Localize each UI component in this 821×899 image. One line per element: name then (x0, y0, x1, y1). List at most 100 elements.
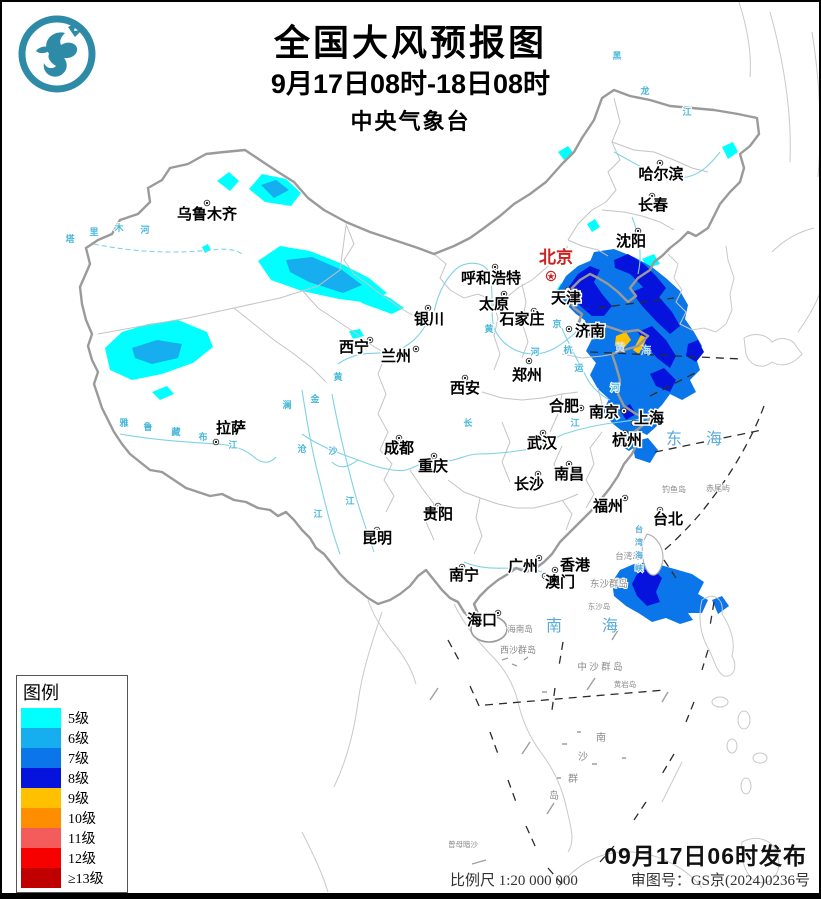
sakhalin-coast (738, 2, 819, 178)
city-marker-dot (496, 611, 500, 615)
capital-marker (545, 270, 557, 282)
island-label: 台湾岛 (615, 551, 641, 561)
city-marker-dot (463, 376, 467, 380)
legend-label: 7级 (68, 752, 89, 767)
river-label: 黑 (612, 51, 621, 61)
river-label: 江 (313, 508, 322, 519)
city-marker-dot (397, 436, 401, 440)
tarim-river (93, 243, 243, 255)
river-label: 布 (197, 431, 207, 442)
river-label: 运 (574, 363, 584, 373)
wind-area-8级 (632, 286, 680, 334)
city-label: 杭州 (612, 431, 642, 449)
ph-island (752, 752, 768, 764)
legend-label: ≥13级 (68, 872, 104, 887)
legend-item: 8级 (21, 768, 123, 788)
city-marker-dot (426, 306, 430, 310)
city-label: 西安 (450, 379, 480, 397)
island-label: 中 沙 群 岛 (577, 661, 622, 673)
northeast-rivers (613, 151, 721, 275)
ph-island (711, 696, 729, 708)
city-label: 昆明 (362, 530, 392, 547)
island-label: 海南岛 (507, 624, 533, 634)
legend-item: ≥13级 (21, 868, 123, 888)
city-marker-dot (414, 347, 418, 351)
city-label: 长沙 (514, 475, 544, 493)
city-marker-dot (532, 309, 536, 313)
legend-item: 6级 (21, 728, 123, 748)
city-marker-dot (636, 229, 640, 233)
city-label: 哈尔滨 (638, 165, 683, 183)
city-label: 海口 (467, 611, 497, 629)
city-label: 天津 (551, 289, 581, 307)
city-marker-dot (436, 504, 440, 508)
city-marker-dot (623, 431, 627, 435)
river-label: 金 (309, 393, 320, 404)
legend-label: 5级 (68, 712, 89, 727)
cma-logo (18, 15, 96, 93)
city-label: 呼和浩特 (461, 269, 521, 287)
wind-areas-layer (105, 142, 738, 624)
city-label: 济南 (575, 322, 605, 340)
city-marker-dot (566, 288, 570, 292)
kyushu-coast (743, 334, 803, 367)
city-marker-dot (567, 462, 571, 466)
river-label: 黄 (333, 371, 342, 382)
city-label: 郑州 (512, 366, 542, 384)
city-marker-dot (502, 292, 506, 296)
city-label: 澳门 (545, 573, 575, 591)
borneo-coast (557, 851, 703, 889)
river-label: 河 (610, 382, 619, 393)
legend-color-swatch (21, 768, 61, 788)
legend-color-swatch (21, 728, 61, 748)
wind-area-6级 (132, 340, 182, 364)
island-label: 东沙岛 (588, 601, 611, 611)
strait-label: 台 (635, 524, 643, 534)
wind-area-9级 (615, 332, 631, 348)
river-label: 雅 (118, 417, 128, 428)
river-label: 黄 (484, 323, 493, 334)
city-label: 南昌 (554, 465, 584, 483)
river-label: 京 (552, 318, 561, 329)
city-marker-dot (579, 406, 583, 410)
wind-area-5级 (587, 219, 600, 232)
sea-label: 南 海 (546, 617, 636, 635)
wind-area-5级 (152, 386, 174, 400)
legend-item: 5级 (21, 708, 123, 728)
province-boundaries (97, 97, 709, 555)
forecast-period: 9月17日08时-18日08时 (270, 69, 551, 99)
city-marker-dot (658, 508, 662, 512)
city-marker-dot (567, 327, 571, 331)
footer-meta: 比例尺 1:20 000 000 审图号：GS京(2024)0236号 (450, 869, 810, 890)
river-label: 塔 (65, 233, 75, 244)
island-label: 南 (596, 731, 606, 744)
city-marker-dot (375, 528, 379, 532)
city-marker-dot (623, 496, 627, 500)
strait-label: 峡 (635, 563, 644, 573)
city-marker-dot (632, 421, 636, 425)
korea-coast (667, 245, 735, 333)
river-label: 江 (228, 439, 237, 450)
legend-label: 12级 (68, 852, 96, 867)
city-label: 长春 (638, 196, 668, 214)
city-label: 拉萨 (216, 419, 246, 437)
city-label: 福州 (592, 497, 623, 515)
wind-area-8级 (566, 266, 612, 316)
wind-area-5级 (342, 287, 404, 314)
page-title: 全国大风预报图 (273, 22, 547, 63)
sea-label: 东 海 (666, 430, 732, 448)
vietnam-coast (453, 603, 573, 853)
legend-rows: 5级 6级 7级 8级 9级 10级 11级 12级 ≥13级 (21, 708, 123, 888)
city-marker-dot (527, 359, 531, 363)
luzon-coast (699, 596, 736, 677)
wind-area-7级 (632, 438, 658, 463)
legend-item: 7级 (21, 748, 123, 768)
city-label: 贵阳 (423, 505, 453, 523)
grand-canal (557, 319, 611, 401)
legend-color-swatch (21, 808, 61, 828)
southwest-rivers (301, 389, 375, 555)
river-label: 藏 (171, 426, 180, 437)
wind-area-5级 (202, 244, 211, 253)
